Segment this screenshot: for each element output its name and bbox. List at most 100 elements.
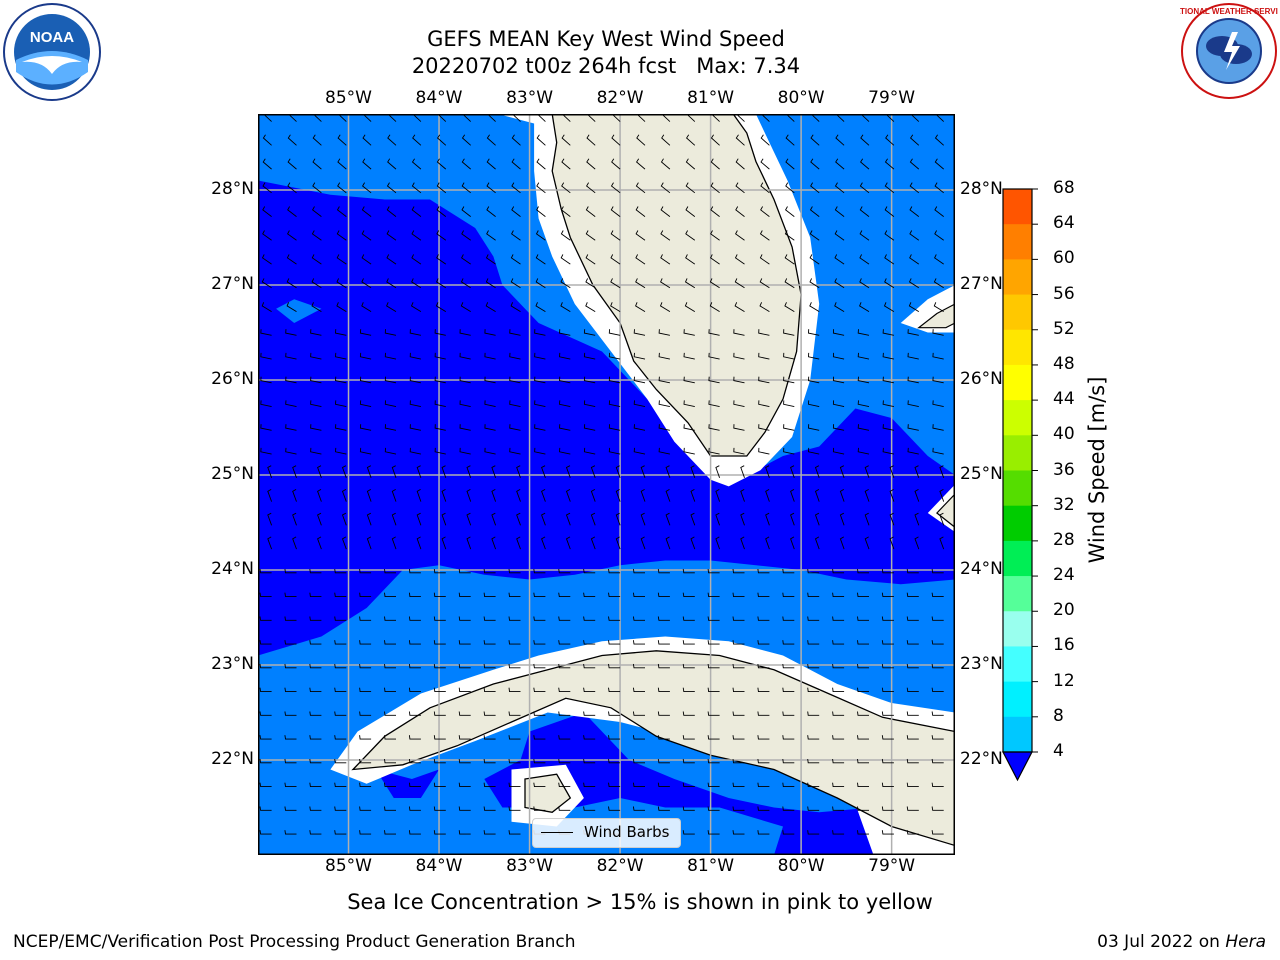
wind-barb — [534, 352, 546, 360]
wind-barb — [486, 158, 496, 170]
wind-barb — [708, 352, 720, 360]
wind-barb — [832, 329, 845, 336]
wind-barb — [907, 376, 919, 384]
wind-barb — [908, 302, 920, 312]
wind-barb — [509, 352, 521, 360]
wind-barb — [657, 758, 670, 764]
wind-barb-legend-label: Wind Barbs — [584, 823, 670, 841]
wind-barb — [384, 447, 397, 455]
wind-barb — [682, 830, 695, 835]
wind-barb — [884, 158, 895, 170]
wind-barb — [384, 329, 397, 336]
wind-barb — [782, 711, 795, 716]
wind-barb — [483, 592, 496, 598]
wind-barb — [633, 400, 646, 408]
wind-barb — [931, 782, 944, 788]
wind-barb — [384, 830, 396, 835]
wind-barb — [808, 376, 820, 384]
machine-name: Hera — [1225, 932, 1266, 952]
wind-barb — [259, 640, 272, 645]
wind-barb — [906, 830, 919, 835]
wind-barb — [757, 663, 770, 669]
wind-barb — [884, 182, 895, 194]
wind-barb — [657, 806, 670, 811]
wind-barb — [434, 329, 446, 336]
wind-barb — [857, 830, 869, 835]
wind-barb — [312, 182, 322, 194]
wind-barb — [491, 512, 497, 526]
wind-barb — [733, 352, 745, 360]
wind-barb — [707, 616, 720, 621]
wind-barb — [608, 663, 621, 669]
wind-barb — [466, 536, 472, 550]
wind-barb — [708, 400, 720, 408]
wind-barb — [635, 278, 646, 289]
wind-barb — [560, 206, 571, 217]
wind-barb — [259, 782, 272, 788]
wind-barb — [635, 302, 646, 312]
wind-barb — [516, 465, 521, 478]
wind-barb — [608, 424, 621, 431]
wind-barb — [733, 376, 745, 384]
wind-barb — [483, 735, 496, 740]
wind-barb — [533, 758, 546, 764]
colorbar-tick-label: 40 — [1053, 424, 1075, 445]
wind-barb — [359, 616, 372, 621]
wind-barb — [510, 278, 521, 289]
wind-barb — [458, 640, 471, 645]
wind-barb — [931, 568, 944, 574]
wind-barb — [362, 158, 372, 170]
wind-barb — [558, 687, 571, 693]
wind-barb — [636, 158, 646, 170]
wind-barb — [334, 663, 347, 669]
wind-barb — [906, 592, 919, 598]
wind-barb — [516, 489, 521, 502]
wind-barb — [458, 830, 471, 835]
wind-barb — [906, 616, 919, 621]
wind-barb — [408, 735, 421, 740]
wind-barb — [483, 616, 496, 621]
wind-barb — [359, 687, 372, 693]
wind-barb — [533, 568, 546, 574]
wind-barb — [384, 352, 397, 360]
wind-barb — [411, 182, 422, 194]
lat-label-right: 22°N — [960, 749, 1003, 769]
wind-barb — [433, 616, 446, 621]
map-title: GEFS MEAN Key West Wind Speed — [427, 27, 785, 51]
wind-barb — [710, 182, 720, 194]
colorbar-tick-label: 52 — [1053, 318, 1075, 339]
wind-barb — [433, 782, 446, 788]
wind-barb — [732, 568, 745, 574]
wind-barb — [690, 536, 696, 550]
wind-barb — [906, 640, 919, 645]
wind-barb — [732, 687, 745, 693]
wind-barb — [533, 711, 546, 716]
wind-barb — [785, 182, 795, 194]
wind-barb — [708, 329, 720, 336]
wind-barb — [885, 134, 895, 146]
lat-label-right: 23°N — [960, 654, 1003, 674]
wind-barb — [834, 278, 845, 289]
wind-barb — [682, 592, 695, 598]
wind-barb — [287, 158, 297, 170]
wind-barb — [411, 206, 422, 217]
wind-barb — [260, 424, 272, 431]
wind-barb — [409, 329, 421, 336]
wind-barb — [441, 512, 447, 526]
wind-barb — [834, 302, 845, 312]
wind-barb — [533, 687, 546, 693]
wind-barb — [491, 489, 497, 502]
wind-barb — [758, 424, 770, 431]
wind-barb — [682, 568, 695, 574]
wind-barb — [409, 447, 421, 455]
wind-barb — [560, 254, 571, 265]
wind-barb — [533, 806, 546, 811]
wind-barb — [758, 376, 770, 384]
wind-barb — [635, 254, 646, 265]
wind-barb — [565, 489, 571, 502]
wind-barb — [931, 758, 944, 764]
wind-barb — [906, 687, 919, 693]
wind-barb — [707, 592, 720, 598]
wind-barb — [335, 329, 347, 336]
wind-barb — [408, 568, 421, 574]
